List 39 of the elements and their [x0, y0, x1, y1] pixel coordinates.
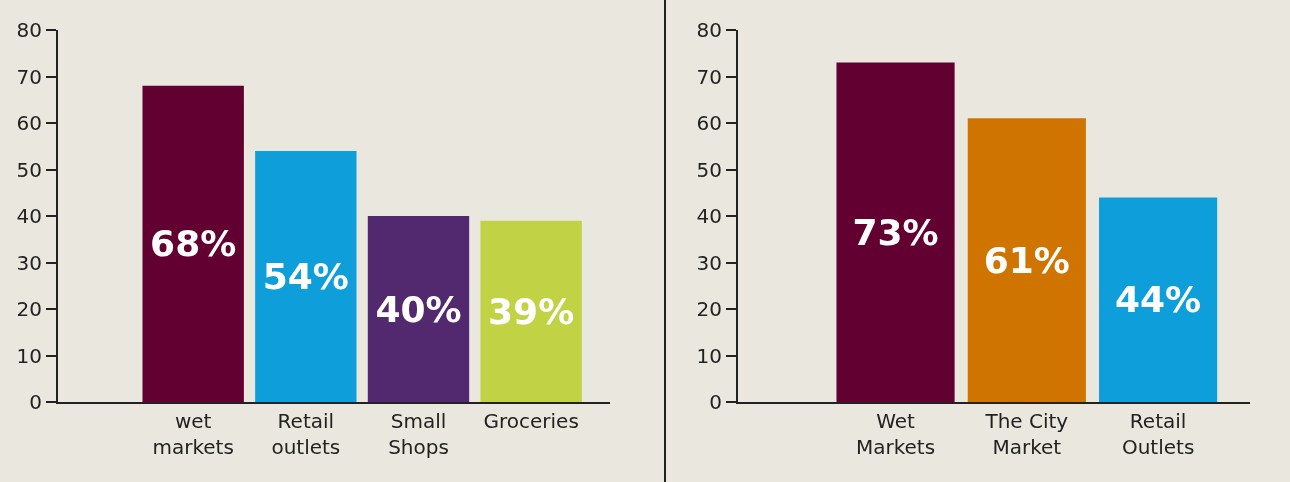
data-label: 73% — [852, 211, 939, 253]
x-tick-label: Retail Outlets — [1121, 409, 1195, 459]
y-tick-label: 50 — [16, 157, 42, 182]
y-tick-label: 60 — [16, 111, 42, 135]
x-tick-label: Retail outlets — [271, 409, 341, 459]
x-tick-label: Wet Markets — [855, 409, 936, 459]
x-tick-label: Groceries — [483, 409, 579, 433]
data-label: 61% — [983, 239, 1070, 281]
bar — [255, 150, 357, 402]
data-label: 40% — [375, 288, 462, 330]
bar — [142, 85, 244, 402]
y-tick-label: 70 — [16, 64, 42, 89]
y-tick-label: 30 — [16, 250, 42, 275]
y-tick-label: 50 — [696, 157, 722, 182]
y-tick-label: 20 — [696, 297, 722, 321]
y-tick-label: 70 — [696, 64, 722, 89]
data-label: 44% — [1115, 279, 1202, 321]
y-tick-label: 0 — [709, 390, 722, 414]
y-tick-label: 40 — [696, 204, 722, 228]
x-tick-label: The City Market — [984, 409, 1069, 459]
data-label: 54% — [262, 255, 349, 297]
x-tick-label: wet markets — [152, 409, 234, 459]
y-tick-label: 10 — [16, 343, 42, 368]
y-tick-label: 10 — [696, 343, 722, 368]
bar — [367, 216, 470, 402]
y-tick-label: 0 — [29, 390, 42, 414]
y-tick-label: 40 — [16, 204, 42, 228]
data-label: 68% — [150, 223, 237, 265]
x-tick-label: Small Shops — [388, 409, 449, 459]
y-tick-label: 80 — [16, 18, 42, 42]
y-tick-label: 60 — [696, 111, 722, 135]
y-tick-label: 80 — [696, 18, 722, 42]
bar — [480, 220, 582, 402]
bar — [836, 62, 955, 402]
bar — [1099, 197, 1218, 402]
y-tick-label: 20 — [16, 297, 42, 321]
bar — [967, 118, 1086, 402]
data-label: 39% — [488, 290, 575, 332]
y-tick-label: 30 — [696, 250, 722, 275]
